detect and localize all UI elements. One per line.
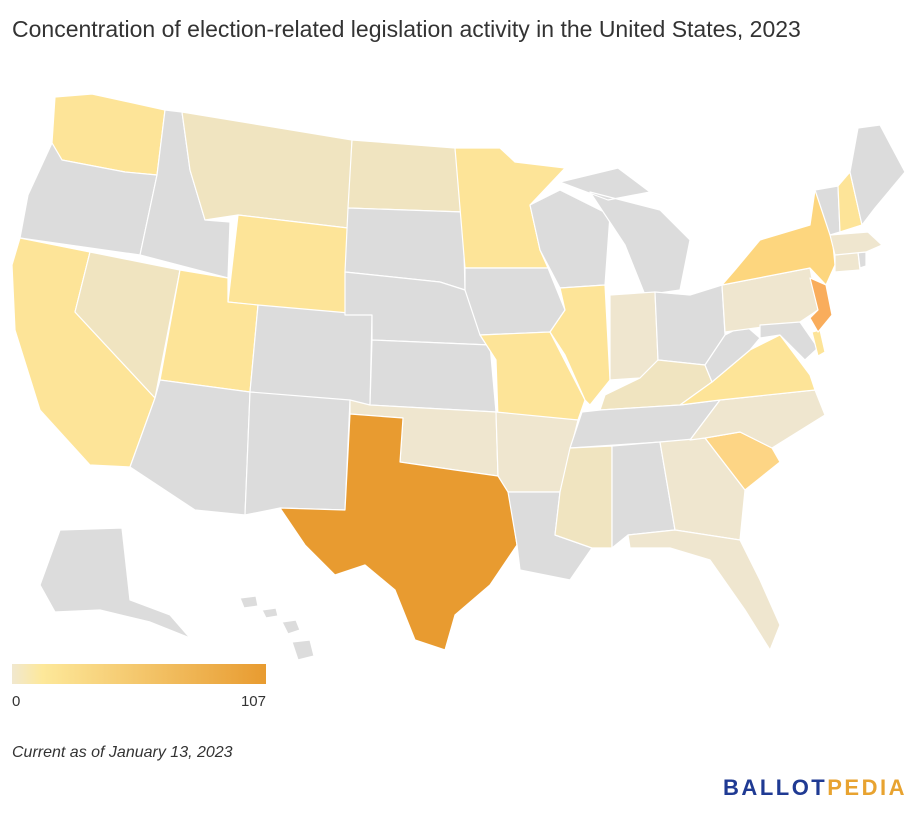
state-KS[interactable] — [369, 339, 497, 413]
state-NM[interactable] — [244, 391, 351, 516]
state-AK[interactable] — [39, 527, 191, 639]
state-MA[interactable] — [829, 231, 883, 256]
color-legend: 0 107 — [12, 664, 266, 713]
logo-ballot: BALLOT — [723, 775, 828, 800]
legend-min-label: 0 — [12, 693, 21, 710]
state-IA[interactable] — [464, 267, 566, 336]
ballotpedia-logo: BALLOTPEDIA — [723, 775, 907, 801]
legend-max-label: 107 — [240, 693, 266, 710]
us-choropleth-map — [11, 93, 906, 661]
state-MD[interactable] — [759, 321, 819, 361]
state-CO[interactable] — [249, 304, 373, 406]
state-MT[interactable] — [181, 111, 353, 229]
state-WY[interactable] — [227, 214, 349, 316]
state-HI[interactable] — [239, 595, 315, 661]
state-MI[interactable] — [559, 167, 691, 296]
state-NY[interactable] — [721, 189, 836, 286]
state-ND[interactable] — [347, 139, 464, 213]
timestamp-note: Current as of January 13, 2023 — [12, 744, 233, 761]
logo-pedia: PEDIA — [827, 775, 907, 800]
map-title: Concentration of election-related legisl… — [12, 16, 801, 42]
state-ME[interactable] — [849, 124, 906, 226]
state-RI[interactable] — [857, 251, 867, 269]
legend-gradient — [12, 664, 266, 684]
state-TX[interactable] — [279, 413, 518, 651]
state-FL[interactable] — [627, 529, 781, 651]
state-IL[interactable] — [549, 284, 611, 406]
